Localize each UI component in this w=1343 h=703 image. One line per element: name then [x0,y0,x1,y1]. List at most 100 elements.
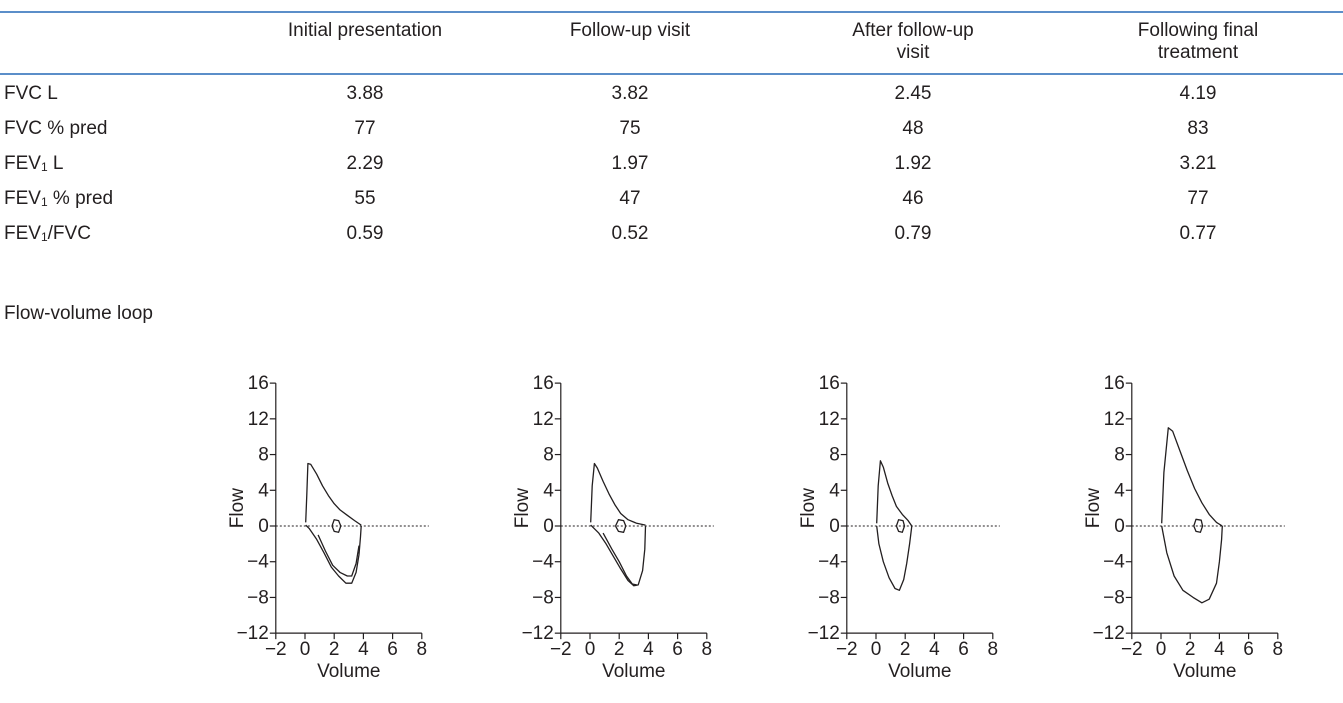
table-cell: 55 [354,188,376,209]
y-tick-label: 16 [248,373,269,394]
table-cell: 3.82 [611,83,649,104]
y-tick-label: −12 [237,623,269,644]
flow-volume-curve [895,519,906,533]
table-cell: 2.45 [894,83,932,104]
y-tick-label: 8 [258,445,269,466]
y-tick-label: 0 [543,516,554,537]
x-tick-label: 4 [1214,639,1225,660]
x-tick-label: 2 [329,639,340,660]
y-tick-label: −12 [808,623,840,644]
y-tick-label: 0 [258,516,269,537]
x-tick-label: 0 [585,639,596,660]
row-label: FVC % pred [4,118,108,139]
flow-volume-curve [876,460,913,527]
x-tick-label: 6 [387,639,398,660]
x-tick-label: 8 [1273,639,1284,660]
x-tick-label: 6 [672,639,683,660]
y-tick-label: −4 [818,552,840,573]
x-tick-label: 4 [358,639,369,660]
table-cell: 75 [619,118,641,139]
y-tick-label: 4 [543,480,554,501]
table-cell: 1.92 [894,153,932,174]
table-cell: 77 [1187,188,1209,209]
x-tick-label: 6 [1243,639,1254,660]
y-tick-label: 0 [829,516,840,537]
x-axis-label: Volume [888,661,951,682]
y-tick-label: −8 [247,587,269,608]
y-tick-label: 12 [533,409,554,430]
flow-volume-curve [1161,525,1223,604]
table-cell: 83 [1187,118,1209,139]
x-tick-label: −2 [265,639,287,660]
x-tick-label: −2 [1121,639,1143,660]
flow-volume-curve [602,532,637,586]
y-tick-label: 16 [1104,373,1125,394]
y-tick-label: −8 [532,587,554,608]
flow-volume-loop-label: Flow-volume loop [4,303,153,324]
flow-volume-curve [305,524,362,584]
table-top-rule [0,11,1343,13]
flow-volume-curve [1161,427,1223,527]
y-tick-label: −8 [818,587,840,608]
y-tick-label: 12 [248,409,269,430]
row-label: FEV1/FVC [4,223,91,244]
row-label: FEV1 L [4,153,64,174]
x-tick-label: 0 [300,639,311,660]
table-cell: 48 [902,118,924,139]
y-tick-label: −4 [1103,552,1125,573]
flow-volume-curve [590,462,646,526]
table-cell: 0.79 [894,223,932,244]
table-cell: 46 [902,188,924,209]
table-cell: 4.19 [1179,83,1217,104]
x-tick-label: −2 [550,639,572,660]
flow-volume-curve [317,534,360,577]
y-tick-label: −4 [532,552,554,573]
y-tick-label: 8 [543,445,554,466]
y-tick-label: 8 [829,445,840,466]
table-cell: 1.97 [611,153,649,174]
row-label: FEV1 % pred [4,188,114,209]
y-axis-label: Flow [227,488,248,528]
x-tick-label: 0 [1156,639,1167,660]
flow-volume-curve [1193,518,1204,533]
flow-volume-curve [590,524,647,587]
y-tick-label: 4 [258,480,269,501]
table-cell: 3.88 [346,83,384,104]
x-axis-label: Volume [317,661,380,682]
x-tick-label: 4 [643,639,654,660]
table-cell: 77 [354,118,376,139]
x-tick-label: 6 [958,639,969,660]
flow-volume-curve [305,462,362,526]
x-tick-label: 2 [1185,639,1196,660]
flow-volume-curve [331,519,342,533]
y-tick-label: −8 [1103,587,1125,608]
y-axis-label: Flow [1083,488,1104,528]
x-tick-label: 2 [614,639,625,660]
y-tick-label: −12 [522,623,554,644]
y-tick-label: −12 [1093,623,1125,644]
x-axis-label: Volume [1173,661,1236,682]
y-axis-label: Flow [798,488,819,528]
column-header-1: Initial presentation [287,20,443,41]
y-tick-label: 16 [533,373,554,394]
y-tick-label: 16 [819,373,840,394]
table-cell: 47 [619,188,641,209]
flow-volume-curve [614,519,627,533]
x-tick-label: 8 [988,639,999,660]
y-tick-label: 0 [1114,516,1125,537]
y-axis-label: Flow [512,488,533,528]
table-cell: 0.59 [346,223,384,244]
table-cell: 0.77 [1179,223,1217,244]
x-tick-label: −2 [836,639,858,660]
y-tick-label: 12 [819,409,840,430]
y-tick-label: 12 [1104,409,1125,430]
y-tick-label: 8 [1114,445,1125,466]
x-axis-label: Volume [602,661,665,682]
y-tick-label: 4 [829,480,840,501]
table-header-rule [0,73,1343,75]
x-tick-label: 8 [702,639,713,660]
table-cell: 0.52 [611,223,649,244]
column-header-2: Follow-up visit [569,20,691,41]
column-header-4: Following final treatment [1137,20,1259,63]
